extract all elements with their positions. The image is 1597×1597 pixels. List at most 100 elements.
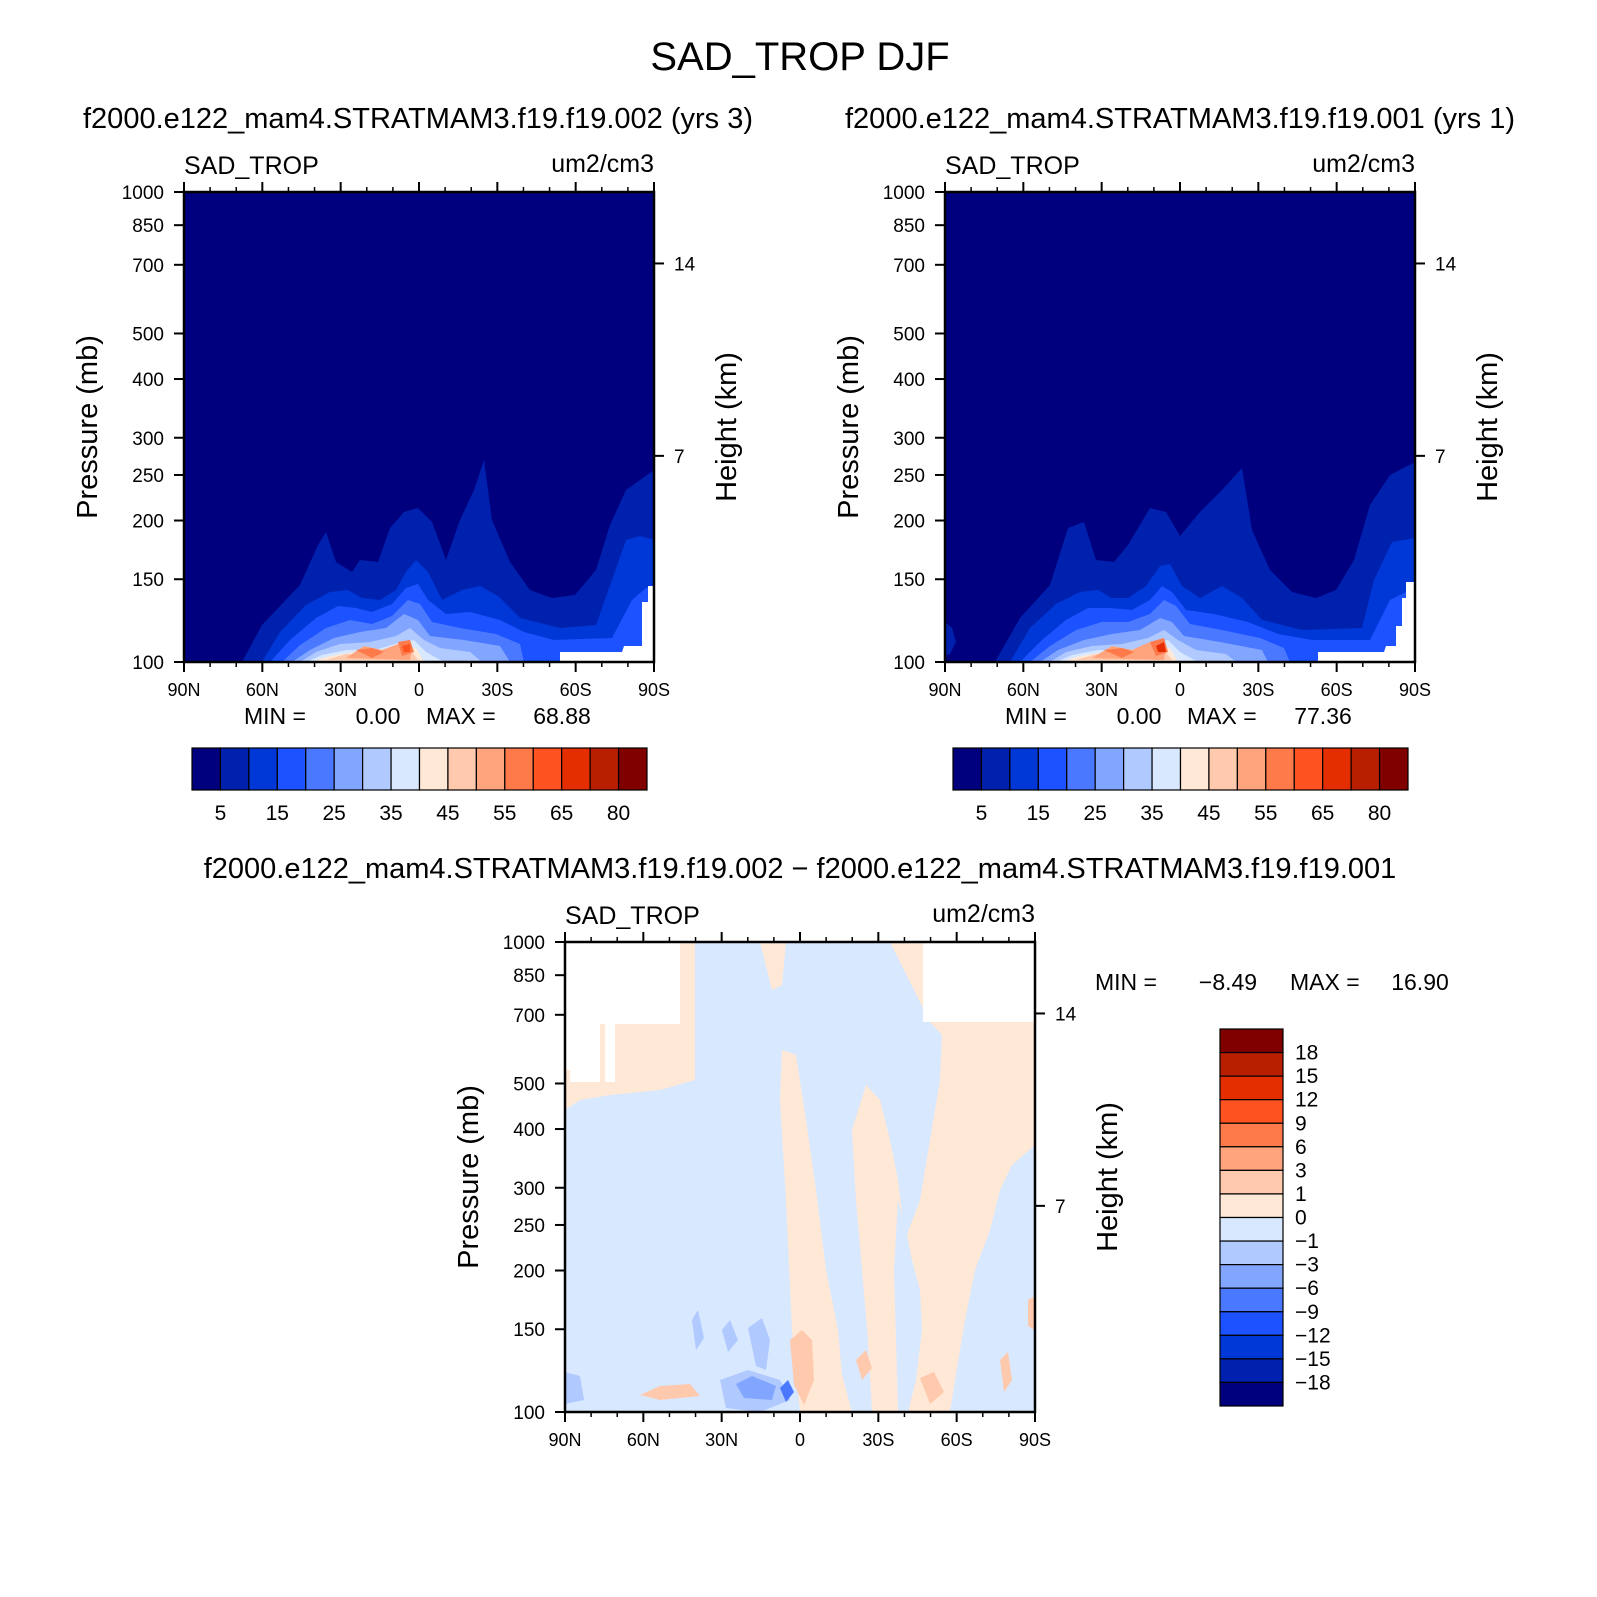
x-tick-label: 30S bbox=[481, 680, 513, 700]
x-tick-label: 30N bbox=[324, 680, 357, 700]
variable-label: SAD_TROP bbox=[184, 152, 319, 180]
colorbar-swatch bbox=[617, 747, 648, 791]
panel-right-contours bbox=[945, 462, 1415, 662]
x-tick-label: 0 bbox=[1175, 680, 1185, 700]
y-tick-label: 700 bbox=[893, 256, 925, 277]
max-value: 77.36 bbox=[1294, 703, 1352, 729]
negative-core-min bbox=[780, 1380, 794, 1402]
y-tick-label: 150 bbox=[513, 1320, 545, 1341]
x-tick-label: 0 bbox=[795, 1430, 805, 1450]
colorbar-label: 65 bbox=[550, 802, 573, 825]
colorbar-swatch bbox=[1208, 747, 1238, 791]
y-tick-label: 1000 bbox=[122, 183, 164, 204]
max-label: MAX = bbox=[426, 703, 496, 729]
colorbar-swatch bbox=[1219, 1311, 1284, 1336]
colorbar-swatch bbox=[191, 747, 222, 791]
x-tick-label: 90N bbox=[548, 1430, 581, 1450]
colorbar-label: −3 bbox=[1295, 1254, 1319, 1277]
colorbar-left: 5 15 25 35 45 55 65 80 bbox=[191, 747, 648, 825]
colorbar-label: 55 bbox=[493, 802, 516, 825]
contour-level-60 bbox=[1104, 638, 1168, 658]
y-axis-right-title: Height (km) bbox=[1472, 352, 1504, 502]
colorbar-label: 3 bbox=[1295, 1159, 1307, 1182]
colorbar-swatch bbox=[1219, 1216, 1284, 1242]
y-tick-label: 300 bbox=[893, 429, 925, 450]
max-label: MAX = bbox=[1187, 703, 1257, 729]
y-tick-label: 850 bbox=[513, 966, 545, 987]
colorbar-label: 45 bbox=[1197, 802, 1220, 825]
y-tick-right-label: 14 bbox=[1435, 254, 1457, 275]
y-axis-right-title: Height (km) bbox=[711, 352, 743, 502]
max-value: 68.88 bbox=[533, 703, 591, 729]
colorbar-label: 25 bbox=[323, 802, 346, 825]
colorbar-label: 65 bbox=[1311, 802, 1334, 825]
colorbar-swatch bbox=[1219, 1381, 1284, 1407]
y-axis-right-title: Height (km) bbox=[1092, 1102, 1124, 1252]
colorbar-swatch bbox=[475, 747, 506, 791]
colorbar-swatch bbox=[390, 747, 421, 791]
colorbar-swatch bbox=[1219, 1028, 1284, 1054]
colorbar-label: −15 bbox=[1295, 1348, 1331, 1371]
panel-left-axes: 90N 60N 30N 0 30S 60S 90S 100 150 200 250 300 400 500… bbox=[122, 182, 696, 700]
y-tick-right-label: 7 bbox=[1055, 1197, 1066, 1218]
negative-patches-lower-tropics bbox=[565, 1310, 790, 1412]
min-label: MIN = bbox=[1095, 969, 1157, 995]
colorbar-label: −6 bbox=[1295, 1277, 1319, 1300]
colorbar-swatch bbox=[1219, 1240, 1284, 1266]
y-tick-label: 100 bbox=[132, 653, 164, 674]
colorbar-label: 15 bbox=[266, 802, 289, 825]
max-value: 16.90 bbox=[1391, 969, 1449, 995]
contour-level-60 bbox=[356, 640, 414, 658]
y-tick-label: 400 bbox=[513, 1120, 545, 1141]
min-label: MIN = bbox=[1005, 703, 1067, 729]
x-tick-label: 60S bbox=[1321, 680, 1353, 700]
y-tick-label: 100 bbox=[513, 1403, 545, 1424]
colorbar-label: 35 bbox=[1140, 802, 1163, 825]
positive-strip-lower-north bbox=[640, 1384, 700, 1400]
colorbar-label: 35 bbox=[379, 802, 402, 825]
colorbar-swatch bbox=[1219, 1264, 1284, 1289]
colorbar-swatch bbox=[447, 747, 477, 791]
contour-level-70 bbox=[1156, 642, 1166, 652]
figure-title: SAD_TROP DJF bbox=[650, 35, 949, 79]
colorbar-swatch bbox=[1066, 747, 1096, 791]
x-tick-label: 30S bbox=[862, 1430, 894, 1450]
colorbar-swatch bbox=[504, 747, 534, 791]
colorbar-label: 15 bbox=[1295, 1065, 1318, 1088]
colorbar-swatch bbox=[305, 747, 335, 791]
negative-patch-polar-south bbox=[992, 1185, 1035, 1412]
colorbar-swatch bbox=[1219, 1122, 1284, 1148]
y-tick-label: 700 bbox=[132, 256, 164, 277]
colorbar-swatch bbox=[561, 747, 591, 791]
x-tick-label: 60N bbox=[246, 680, 279, 700]
negative-patches-strong bbox=[736, 1376, 776, 1400]
subtitle-right: f2000.e122_mam4.STRATMAM3.f19.f19.001 (y… bbox=[845, 103, 1515, 135]
contour-level-5-north-pole bbox=[945, 622, 956, 656]
units-label: um2/cm3 bbox=[1312, 150, 1415, 178]
colorbar-swatch bbox=[333, 747, 364, 791]
colorbar-label: −9 bbox=[1295, 1301, 1319, 1324]
colorbar-swatch bbox=[362, 747, 392, 791]
colorbar-swatch bbox=[1123, 747, 1153, 791]
min-value: 0.00 bbox=[1117, 703, 1162, 729]
y-axis-title: Pressure (mb) bbox=[453, 1085, 485, 1269]
y-axis-title: Pressure (mb) bbox=[72, 335, 104, 519]
y-tick-label: 1000 bbox=[883, 183, 925, 204]
colorbar-swatch bbox=[589, 747, 620, 791]
colorbar-swatch bbox=[1219, 1358, 1284, 1384]
x-tick-label: 60N bbox=[627, 1430, 660, 1450]
panel-right-axes: 90N 60N 30N 0 30S 60S 90S 100 150 200 250 300 400 500… bbox=[883, 182, 1457, 700]
x-tick-label: 30N bbox=[705, 1430, 738, 1450]
y-tick-label: 1000 bbox=[503, 933, 545, 954]
missing-region bbox=[560, 586, 654, 662]
colorbar-label: −18 bbox=[1295, 1371, 1331, 1394]
difference-title: f2000.e122_mam4.STRATMAM3.f19.f19.002 − … bbox=[204, 853, 1397, 885]
colorbar-swatch bbox=[1265, 747, 1295, 791]
colorbar-swatch bbox=[276, 747, 307, 791]
y-tick-label: 200 bbox=[132, 512, 164, 533]
colorbar-label: 12 bbox=[1295, 1089, 1318, 1112]
colorbar-swatch bbox=[1293, 747, 1324, 791]
colorbar-swatch bbox=[248, 747, 278, 791]
positive-region-tropics-column bbox=[780, 1050, 852, 1412]
panel-right: SAD_TROP um2/cm3 Pressure (mb) Height (k… bbox=[833, 150, 1504, 825]
